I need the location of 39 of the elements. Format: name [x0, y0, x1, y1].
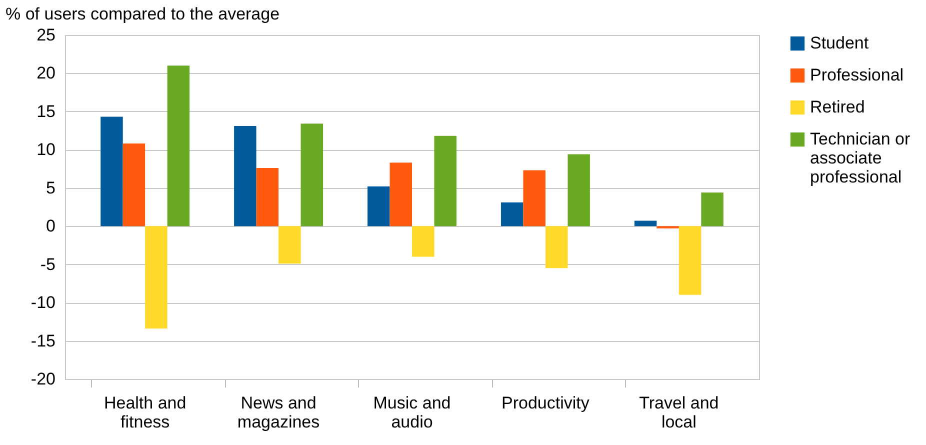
bar	[701, 192, 724, 226]
bar	[545, 226, 568, 268]
bar	[500, 202, 524, 226]
bar	[523, 170, 546, 226]
bar	[300, 124, 324, 226]
y-tick-label: 5	[46, 178, 56, 198]
y-tick-label: 10	[36, 140, 56, 160]
bar	[368, 186, 390, 226]
bar	[167, 66, 190, 226]
bar	[434, 136, 456, 226]
legend-label: Technician or associate professional	[810, 130, 911, 186]
y-tick-label: -20	[30, 370, 56, 388]
legend-label: Retired	[810, 98, 865, 116]
x-tick-label: Travel and local	[639, 394, 719, 432]
y-tick-label: 0	[46, 216, 56, 236]
bar	[634, 220, 657, 226]
legend-label: Student	[810, 34, 869, 52]
bar	[234, 126, 256, 226]
y-tick-label: 20	[36, 64, 56, 83]
legend-label: Professional	[810, 66, 904, 84]
y-tick-label: 25	[36, 26, 56, 44]
y-tick-label: 15	[36, 102, 56, 121]
bar	[145, 226, 168, 329]
bar	[568, 154, 590, 226]
x-tick-label: Music and audio	[373, 394, 451, 432]
bar	[100, 116, 123, 226]
bar	[256, 168, 279, 226]
y-axis-title: % of users compared to the average	[6, 4, 280, 24]
bar	[122, 144, 146, 226]
bar	[390, 162, 412, 226]
y-tick-label: -5	[40, 254, 56, 274]
y-tick-label: -10	[30, 293, 56, 312]
x-tick-label: Productivity	[502, 394, 590, 412]
x-tick-label: News and magazines	[237, 394, 320, 432]
x-tick-label: Health and fitness	[104, 394, 186, 432]
y-tick-label: -15	[30, 331, 56, 350]
bar	[278, 226, 301, 264]
bar	[678, 226, 702, 295]
bar	[412, 226, 434, 257]
